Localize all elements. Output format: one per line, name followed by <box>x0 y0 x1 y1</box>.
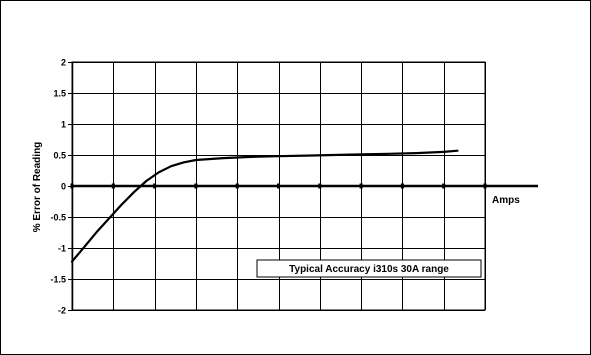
x-tick-mark <box>70 183 74 189</box>
y-tick-label: 1.5 <box>53 89 66 99</box>
y-tick-label: 1 <box>61 120 66 130</box>
y-tick-label: 0 <box>61 182 66 192</box>
x-axis-title: Amps <box>492 195 520 206</box>
y-tick-label: -1.5 <box>50 275 66 285</box>
y-tick-label: -1 <box>58 244 66 254</box>
y-tick-label: -0.5 <box>50 213 66 223</box>
x-tick-mark <box>359 183 363 189</box>
x-tick-mark <box>153 183 157 189</box>
annotation-box <box>256 259 482 278</box>
y-tick-label: -2 <box>58 306 66 316</box>
series-line <box>70 149 459 263</box>
y-tick-label: 0.5 <box>53 151 66 161</box>
y-tick-label: 2 <box>61 58 66 68</box>
x-tick-mark <box>277 183 280 189</box>
annotation-text: Typical Accuracy i310s 30A range <box>289 264 449 275</box>
y-tick-labels: 2 1.5 1 0.5 0 -0.5 -1 -1.5 -2 <box>50 58 66 316</box>
x-tick-mark <box>111 183 115 189</box>
axis-layer <box>68 62 538 311</box>
x-tick-mark <box>400 183 404 189</box>
x-tick-mark <box>442 183 446 189</box>
x-tick-mark <box>483 183 487 189</box>
y-axis-title: % Error of Reading <box>32 142 43 233</box>
x-tick-mark <box>235 183 239 189</box>
x-tick-mark <box>318 183 322 189</box>
x-tick-mark <box>194 183 198 189</box>
series-layer <box>70 149 459 263</box>
